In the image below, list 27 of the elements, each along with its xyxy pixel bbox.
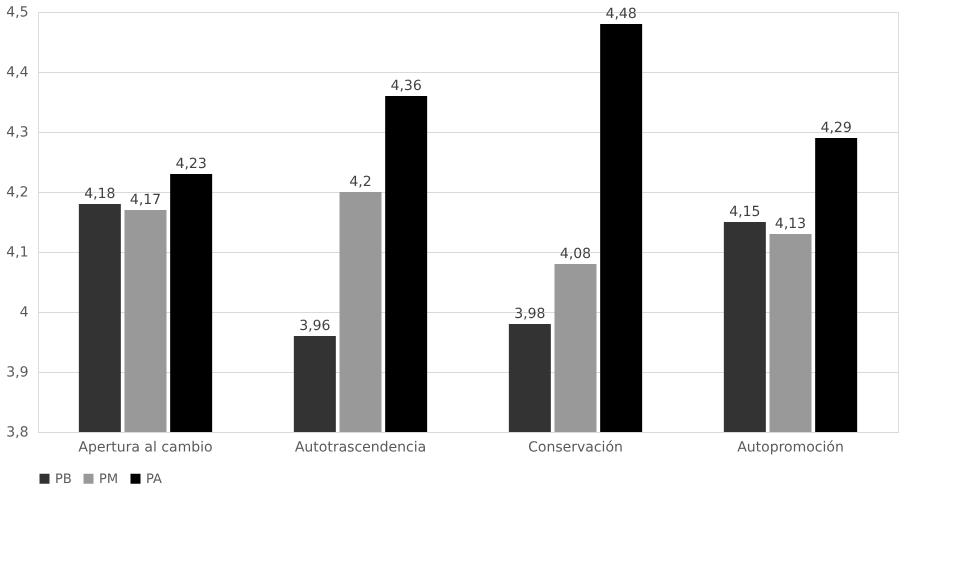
data-label: 4,29 — [820, 120, 852, 136]
x-tick-label: Conservación — [528, 440, 623, 456]
data-label: 4,18 — [84, 186, 116, 202]
y-tick-label: 4 — [20, 304, 29, 320]
y-tick-label: 4,2 — [6, 184, 28, 200]
data-label: 4,15 — [729, 204, 760, 220]
data-label: 4,2 — [349, 174, 372, 190]
y-tick-label: 3,9 — [6, 364, 28, 380]
data-label: 4,08 — [560, 246, 592, 262]
data-label: 4,23 — [176, 156, 207, 172]
x-tick-label: Autotrascendencia — [294, 440, 426, 456]
data-label: 3,98 — [514, 306, 546, 322]
legend-label: PM — [99, 472, 118, 487]
data-label: 4,13 — [774, 216, 806, 232]
y-tick-label: 4,5 — [6, 4, 28, 20]
data-label: 4,17 — [130, 192, 162, 208]
x-tick-label: Autopromoción — [737, 440, 844, 456]
legend-label: PA — [146, 472, 162, 487]
legend-label: PB — [55, 472, 72, 487]
data-label: 4,48 — [606, 6, 637, 22]
data-label: 4,36 — [390, 78, 422, 94]
y-tick-label: 4,3 — [6, 124, 28, 140]
x-tick-label: Apertura al cambio — [78, 440, 213, 456]
y-tick-label: 4,1 — [6, 244, 28, 260]
y-tick-label: 4,4 — [6, 64, 29, 80]
y-tick-label: 3,8 — [6, 424, 28, 440]
data-label: 3,96 — [299, 318, 331, 334]
